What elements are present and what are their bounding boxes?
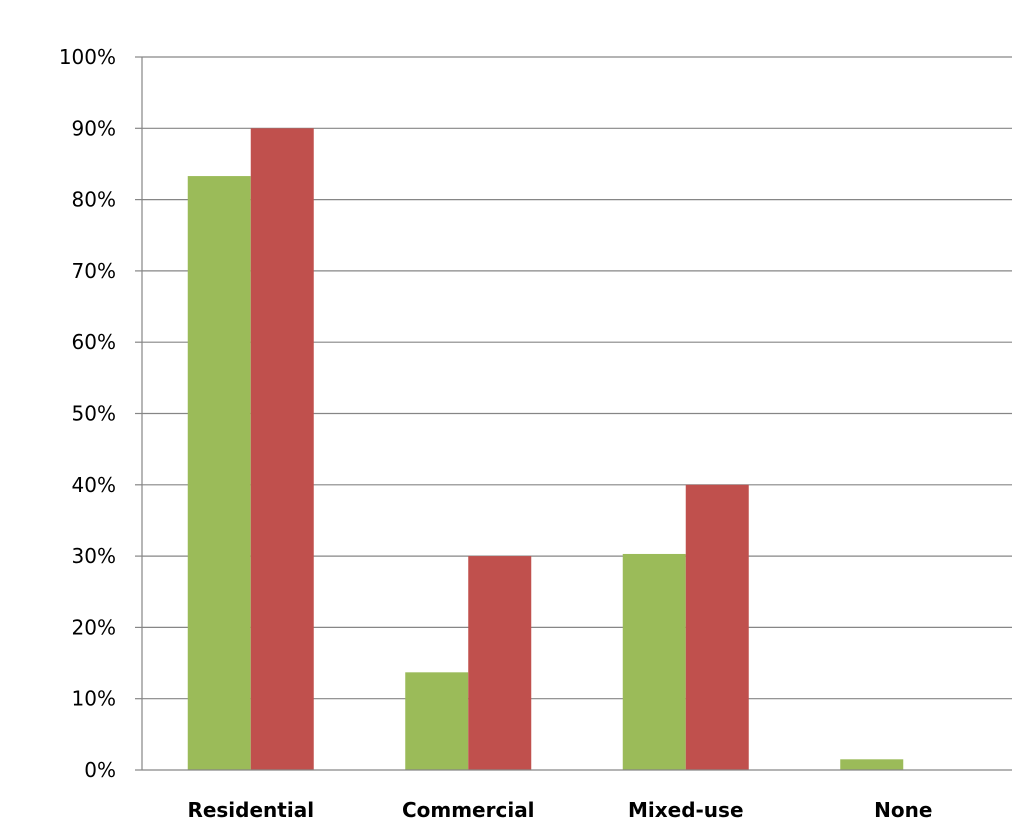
- y-tick-label: 70%: [72, 259, 116, 283]
- bar-series2-residential: [250, 128, 314, 771]
- y-tick-label: 100%: [59, 45, 116, 69]
- y-tick-label: 0%: [84, 758, 116, 782]
- bars: [187, 128, 904, 771]
- y-tick-label: 90%: [72, 116, 116, 140]
- x-tick-label: Mixed-use: [628, 798, 744, 822]
- x-tick-label: None: [874, 798, 932, 822]
- bar-series2-commercial: [468, 556, 532, 770]
- y-tick-label: 10%: [72, 687, 116, 711]
- bar-series2-mixed-use: [685, 484, 749, 770]
- bar-series1-mixed-use: [622, 553, 686, 770]
- axes: [135, 56, 1012, 771]
- bar-series1-none: [840, 759, 904, 770]
- y-tick-label: 50%: [72, 402, 116, 426]
- y-tick-label: 60%: [72, 330, 116, 354]
- y-tick-label: 80%: [72, 188, 116, 212]
- y-tick-labels: 0% 10% 20% 30% 40% 50% 60% 70% 80% 90% 100%: [59, 45, 116, 782]
- x-tick-labels: Residential Commercial Mixed-use None: [187, 798, 932, 822]
- bar-series1-residential: [187, 176, 251, 771]
- y-tick-label: 40%: [72, 473, 116, 497]
- y-tick-label: 20%: [72, 615, 116, 639]
- x-tick-label: Commercial: [402, 798, 535, 822]
- bar-series1-commercial: [405, 672, 469, 770]
- x-tick-label: Residential: [187, 798, 314, 822]
- y-tick-label: 30%: [72, 544, 116, 568]
